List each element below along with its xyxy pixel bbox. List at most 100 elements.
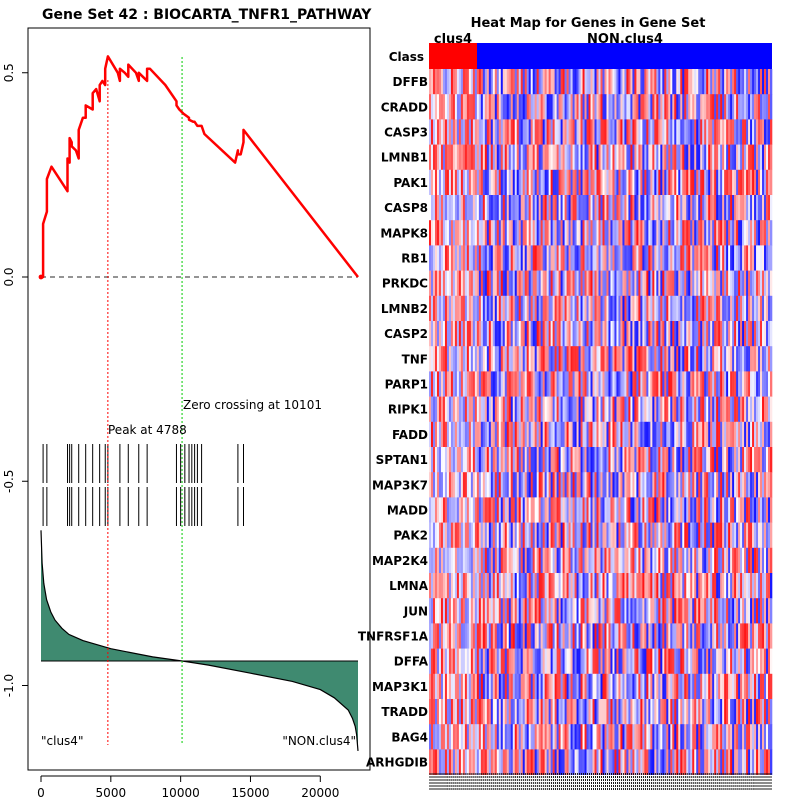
heatmap-cell bbox=[656, 648, 659, 675]
heatmap-cell bbox=[646, 447, 649, 473]
heatmap-cell bbox=[714, 573, 717, 599]
heatmap-cell bbox=[466, 673, 470, 700]
heatmap-cell bbox=[568, 447, 571, 473]
heatmap-cell bbox=[636, 623, 639, 649]
heatmap-cell bbox=[508, 69, 512, 95]
heatmap-cell bbox=[606, 648, 609, 675]
heatmap-cell bbox=[584, 749, 587, 775]
heatmap-cell bbox=[488, 396, 492, 423]
heatmap-cell bbox=[596, 295, 599, 322]
gsea-panel: Gene Set 42 : BIOCARTA_TNFR1_PATHWAY Zer… bbox=[2, 7, 372, 800]
heatmap-cell bbox=[664, 648, 667, 675]
heatmap-cell bbox=[510, 195, 514, 221]
heatmap-cell bbox=[722, 673, 725, 700]
heatmap-cell bbox=[542, 547, 545, 574]
heatmap-cell bbox=[582, 547, 585, 574]
heatmap-cell bbox=[508, 547, 512, 574]
heatmap-cell bbox=[582, 648, 585, 675]
heatmap-cell bbox=[552, 598, 555, 624]
heatmap-cell bbox=[546, 623, 549, 649]
heatmap-cell bbox=[736, 195, 739, 221]
heatmap-cell bbox=[526, 119, 530, 145]
heatmap-cell bbox=[694, 295, 697, 322]
heatmap-cell bbox=[652, 623, 655, 649]
heatmap-cell bbox=[690, 270, 693, 297]
heatmap-cell bbox=[644, 346, 647, 372]
heatmap-cell bbox=[554, 472, 557, 498]
heatmap-cell bbox=[482, 346, 486, 372]
heatmap-cell bbox=[640, 144, 643, 171]
heatmap-cell bbox=[570, 195, 573, 221]
heatmap-cell bbox=[604, 447, 607, 473]
heatmap-cell bbox=[454, 169, 458, 196]
heatmap-cell bbox=[464, 144, 468, 171]
heatmap-cell bbox=[608, 547, 611, 574]
heatmap-cell bbox=[548, 421, 551, 448]
heatmap-cell bbox=[750, 497, 753, 523]
heatmap-cell bbox=[624, 295, 627, 322]
heatmap-cell bbox=[430, 699, 434, 725]
heatmap-cell bbox=[580, 321, 583, 347]
heatmap-cell bbox=[682, 321, 685, 347]
heatmap-cell bbox=[606, 270, 609, 297]
heatmap-cell bbox=[554, 497, 557, 523]
heatmap-cell bbox=[638, 598, 641, 624]
heatmap-cell bbox=[456, 623, 460, 649]
heatmap-cell bbox=[548, 119, 551, 145]
heatmap-cell bbox=[762, 94, 765, 120]
heatmap-cell bbox=[592, 69, 595, 95]
heatmap-cell bbox=[742, 547, 745, 574]
heatmap-cell bbox=[590, 346, 593, 372]
heatmap-cell bbox=[566, 396, 569, 423]
heatmap-cell bbox=[674, 119, 677, 145]
heatmap-cell bbox=[692, 270, 695, 297]
heatmap-cell bbox=[660, 699, 663, 725]
heatmap-cell bbox=[750, 749, 753, 775]
heatmap-cell bbox=[634, 220, 637, 246]
heatmap-cell bbox=[704, 497, 707, 523]
heatmap-cell bbox=[766, 69, 769, 95]
heatmap-cell bbox=[754, 547, 757, 574]
heatmap-cell bbox=[730, 724, 733, 750]
heatmap-cell bbox=[636, 421, 639, 448]
heatmap-cell bbox=[502, 648, 506, 675]
heatmap-cell bbox=[648, 648, 651, 675]
heatmap-cell bbox=[588, 144, 591, 171]
heatmap-cell bbox=[670, 396, 673, 423]
heatmap-cell bbox=[454, 69, 458, 95]
heatmap-cell bbox=[576, 648, 579, 675]
heatmap-cell bbox=[692, 472, 695, 498]
heatmap-cell bbox=[600, 195, 603, 221]
heatmap-cell bbox=[686, 472, 689, 498]
heatmap-cell bbox=[738, 144, 741, 171]
heatmap-cell bbox=[456, 270, 460, 297]
heatmap-cell bbox=[446, 169, 450, 196]
heatmap-cell bbox=[666, 396, 669, 423]
heatmap-cell bbox=[762, 623, 765, 649]
heatmap-cell bbox=[644, 270, 647, 297]
heatmap-cell bbox=[528, 522, 531, 549]
heatmap-cell bbox=[656, 119, 659, 145]
heatmap-cell bbox=[554, 573, 557, 599]
heatmap-cell bbox=[498, 673, 502, 700]
heatmap-cell bbox=[442, 371, 446, 397]
heatmap-cell bbox=[708, 346, 711, 372]
heatmap-cell bbox=[748, 195, 751, 221]
heatmap-cell bbox=[696, 169, 699, 196]
heatmap-cell bbox=[664, 346, 667, 372]
heatmap-cell bbox=[460, 648, 464, 675]
heatmap-cell bbox=[544, 421, 547, 448]
heatmap-cell bbox=[522, 648, 526, 675]
heatmap-cell bbox=[616, 673, 619, 700]
heatmap-cell bbox=[708, 220, 711, 246]
heatmap-cell bbox=[712, 623, 715, 649]
heatmap-cell bbox=[592, 144, 595, 171]
heatmap-cell bbox=[446, 144, 450, 171]
heatmap-cell bbox=[764, 169, 767, 196]
heatmap-cell bbox=[538, 447, 541, 473]
heatmap-cell bbox=[730, 346, 733, 372]
heatmap-cell bbox=[588, 497, 591, 523]
heatmap-cell bbox=[436, 220, 440, 246]
heatmap-cell bbox=[652, 497, 655, 523]
heatmap-cell bbox=[512, 371, 516, 397]
